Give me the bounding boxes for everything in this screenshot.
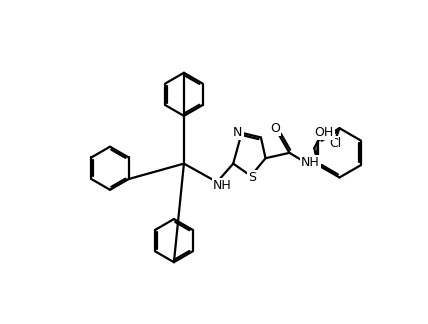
Text: NH: NH	[301, 156, 320, 168]
Text: S: S	[248, 171, 256, 184]
Text: O: O	[270, 122, 280, 135]
Text: OH: OH	[315, 126, 334, 139]
Text: N: N	[233, 126, 243, 139]
Text: NH: NH	[213, 179, 232, 192]
Text: Cl: Cl	[330, 137, 342, 150]
